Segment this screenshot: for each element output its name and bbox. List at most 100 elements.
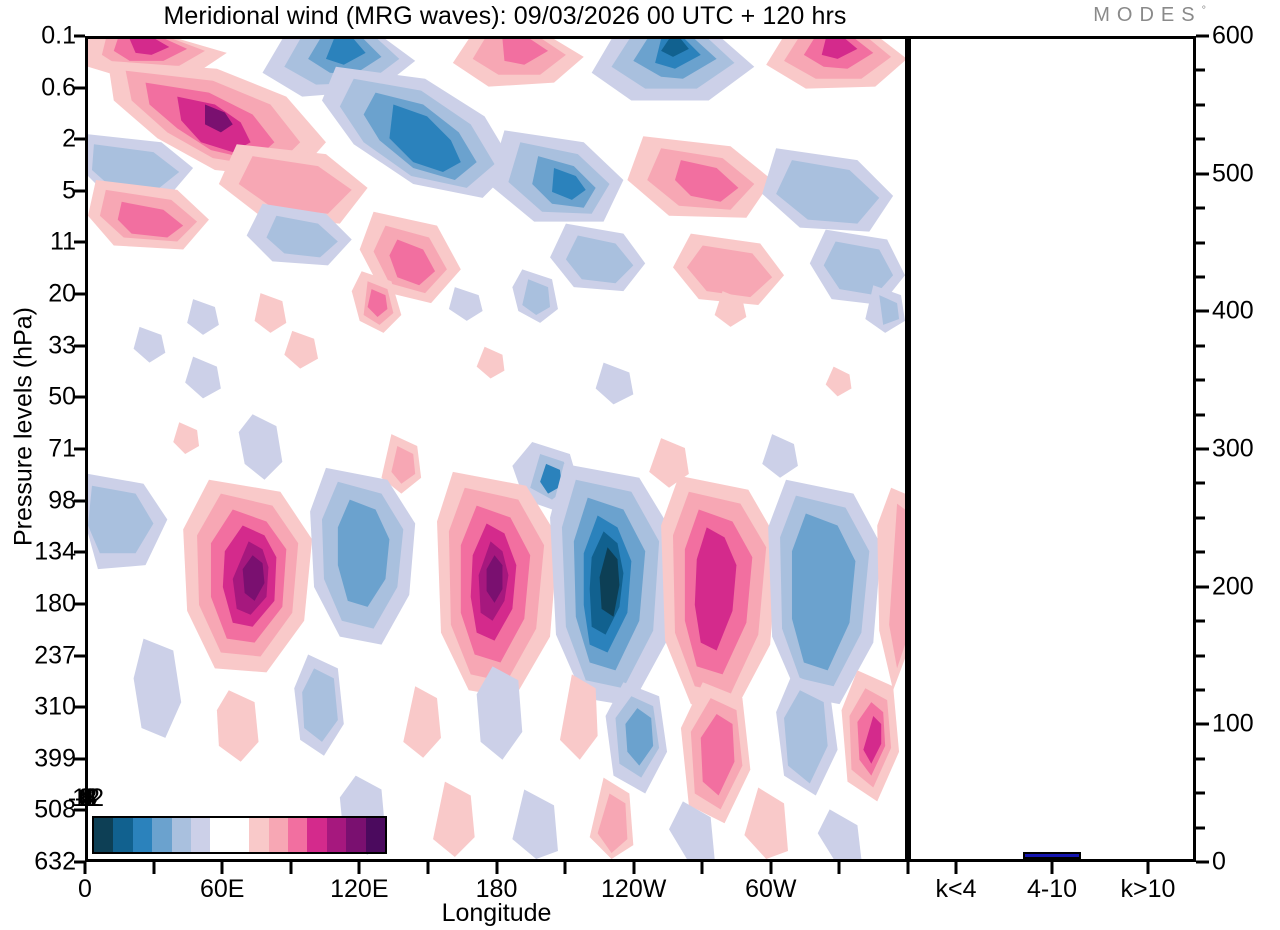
colorbar-swatch [288,818,308,852]
energy-tick-mark [1196,516,1205,520]
contour-band [204,104,233,133]
colorbar-swatch [113,818,133,852]
contour-band [367,289,388,317]
energy-tick-label: 500 [1212,159,1254,188]
energy-tick-mark [1196,860,1209,864]
contour-band [823,241,894,296]
pressure-axis-label: Pressure levels (hPa) [9,307,38,546]
contour-band [776,160,880,224]
contour-plot-panel[interactable] [85,36,908,862]
contour-band [325,39,366,65]
energy-tick-mark [1196,241,1205,244]
colorbar-tick-labels: -12 -8 -4 0 4 8 12 [68,784,396,814]
contour-band [389,239,436,286]
contour-band [625,708,654,766]
longitude-tick-label: 0 [78,875,92,903]
contour-band [391,446,416,484]
longitude-tick-label: 180 [475,875,518,903]
pressure-tick-mark [74,240,85,244]
energy-tick-mark [1196,791,1205,795]
longitude-tick-mark [632,862,636,874]
pressure-tick-mark [74,34,85,38]
longitude-tick-mark [700,862,704,874]
longitude-tick-mark [357,862,361,874]
colorbar-tick-label: 8 [79,784,93,812]
pressure-tick-mark [74,86,85,90]
registered-mark-icon: ° [1201,4,1206,17]
contour-band [552,168,586,200]
contour-band [173,422,200,454]
pressure-tick-mark [74,654,85,658]
longitude-tick-mark [426,862,430,874]
colorbar-swatch [268,818,289,852]
colorbar-swatch [152,818,172,852]
longitude-tick-mark [83,862,87,874]
pressure-tick-mark [74,344,85,348]
contour-band [389,104,461,173]
contour-band [403,686,441,758]
contour-band [433,781,475,858]
energy-panel[interactable] [908,36,1196,862]
energy-tick-mark [1196,34,1209,38]
contour-band [242,555,265,601]
pressure-tick-label: 11 [50,227,76,256]
energy-tick-mark [1196,378,1205,382]
contour-band [565,235,634,284]
energy-category-tick-mark [954,862,958,874]
contour-band [817,809,862,859]
colorbar-swatch [326,818,347,852]
energy-tick-label: 300 [1212,434,1254,463]
colorbar-swatch [210,818,230,852]
contour-band [476,666,523,760]
contour-band [216,690,259,762]
pressure-tick-mark [74,860,85,864]
colorbar-tick-label: -4 [74,784,98,812]
energy-tick-mark [1196,309,1209,313]
contour-band [597,793,628,854]
energy-tick-mark [1196,722,1209,726]
contour-band [302,668,338,742]
contour-band [238,414,283,480]
longitude-tick-mark [837,862,841,874]
contour-band [522,279,551,315]
energy-tick-mark [1196,550,1205,554]
colorbar-swatch [365,818,386,852]
energy-axis: 600 500 400 300 200 100 0 [1196,22,1280,876]
pressure-tick-label: 71 [48,434,76,463]
colorbar-tick-label: -12 [67,784,105,812]
contour-band [595,362,634,405]
contour-band [448,287,483,321]
energy-tick-mark [1196,206,1205,210]
contour-field [88,39,905,859]
contour-band [540,463,562,494]
pressure-tick-mark [74,395,85,399]
pressure-tick-mark [74,550,85,554]
contour-band [889,503,905,669]
pressure-tick-label: 632 [34,847,76,876]
energy-tick-label: 600 [1212,21,1254,50]
pressure-tick-label: 237 [34,641,76,670]
contour-band [863,716,882,764]
energy-tick-mark [1196,172,1209,176]
contour-band [674,160,739,202]
pressure-axis: 0.1 0.6 2 5 11 20 33 50 71 98 134 180 237 310 399 508 63… [0,22,85,876]
chart-title: Meridional wind (MRG waves): 09/03/2026 … [163,2,847,30]
colorbar-swatch [346,818,366,852]
colorbar-swatch [171,818,192,852]
colorbar-swatch [307,818,327,852]
colorbar-tick-label: 4 [79,784,93,812]
contour-band [266,215,338,258]
contour-band [791,513,856,671]
energy-tick-mark [1196,654,1205,657]
colorbar-swatch [132,818,153,852]
energy-tick-mark [1196,585,1209,589]
pressure-tick-label: 5 [62,176,76,205]
pressure-tick-mark [74,808,85,812]
longitude-tick-mark [906,862,910,874]
contour-band [88,485,154,554]
longitude-tick-mark [289,862,293,874]
contour-band [476,346,505,379]
pressure-tick-label: 98 [48,486,76,515]
energy-tick-mark [1196,447,1209,451]
colorbar-tick-label: 0 [79,784,93,812]
